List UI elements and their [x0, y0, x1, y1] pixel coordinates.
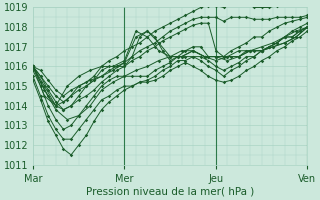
X-axis label: Pression niveau de la mer( hPa ): Pression niveau de la mer( hPa ): [86, 187, 254, 197]
